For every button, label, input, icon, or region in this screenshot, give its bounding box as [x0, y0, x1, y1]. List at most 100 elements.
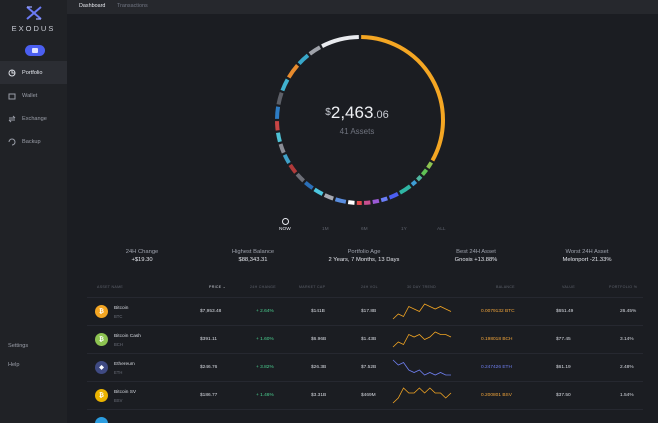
- lock-button[interactable]: [25, 45, 45, 56]
- table-row[interactable]: ₿ Bitcoin BTC $7,953.48 + 2.64% $141B $1…: [87, 297, 643, 325]
- backup-icon: [8, 138, 16, 146]
- asset-24h-vol: $1.43B: [361, 337, 377, 342]
- asset-ticker: BCH: [114, 342, 123, 347]
- stat-value: Gnosis +13.88%: [454, 257, 498, 263]
- trend-sparkline: [392, 387, 452, 404]
- portfolio-icon: [8, 69, 16, 77]
- range-indicator-icon: [282, 218, 289, 225]
- sidebar-item-settings[interactable]: Settings: [8, 343, 29, 349]
- ring-segment: [304, 180, 314, 190]
- asset-24h-change: + 1.46%: [256, 393, 274, 398]
- ring-segment: [410, 179, 418, 187]
- asset-portfolio-pct: 3.14%: [620, 337, 634, 342]
- bitcoin-cash-icon: ₿: [95, 333, 108, 346]
- sidebar-item-label: Exchange: [22, 115, 47, 122]
- sidebar-item-exchange[interactable]: Exchange: [0, 107, 67, 130]
- ring-segment: [347, 200, 355, 205]
- bitcoin-sv-icon: ₿: [95, 389, 108, 402]
- sidebar-item-label: Portfolio: [22, 69, 43, 76]
- ring-segment: [308, 45, 321, 56]
- asset-portfolio-pct: 1.54%: [620, 393, 634, 398]
- sidebar-item-help[interactable]: Help: [8, 362, 20, 368]
- asset-ticker: BTC: [114, 314, 123, 319]
- stat-label: Portfolio Age: [347, 249, 381, 255]
- total-cents: .06: [373, 109, 389, 121]
- range-now[interactable]: NOW: [279, 227, 291, 232]
- portfolio-total: $2,463.06: [286, 103, 428, 123]
- stat-label: Best 24H Asset: [456, 249, 496, 255]
- range-all[interactable]: ALL: [437, 227, 446, 232]
- wallet-icon: [8, 92, 16, 100]
- asset-price: $246.76: [200, 365, 218, 370]
- column-value[interactable]: VALUE: [562, 285, 576, 289]
- trend-sparkline: [392, 359, 451, 376]
- asset-price: $186.77: [200, 393, 218, 398]
- ring-segment: [380, 196, 388, 203]
- stat-24h-change: 24H Change +$19.30: [87, 249, 197, 263]
- stat-highest-balance: Highest Balance $88,343.31: [198, 249, 308, 263]
- ring-segment: [334, 197, 347, 204]
- column-asset-name[interactable]: ASSET NAME: [97, 285, 124, 289]
- sidebar-item-portfolio[interactable]: Portfolio: [0, 61, 67, 84]
- tab-dashboard[interactable]: Dashboard: [79, 3, 106, 9]
- logo-text: EXODUS: [11, 24, 56, 33]
- portfolio-ring-chart: [275, 35, 445, 205]
- asset-24h-change: + 1.60%: [256, 337, 274, 342]
- column-portfolio-pct[interactable]: PORTFOLIO %: [609, 285, 638, 289]
- ring-segment: [416, 175, 423, 182]
- table-row[interactable]: [87, 409, 643, 423]
- column-24h-change[interactable]: 24H CHANGE: [250, 285, 276, 289]
- currency-symbol: $: [325, 107, 331, 118]
- stat-label: 24H Change: [125, 249, 159, 255]
- ring-segment: [361, 35, 445, 162]
- asset-name: Ethereum: [114, 362, 135, 367]
- asset-balance: 0.198018 BCH: [481, 337, 513, 342]
- column-price[interactable]: PRICE ⌄: [209, 285, 227, 289]
- asset-count: 41 Assets: [339, 127, 375, 136]
- column-24h-vol[interactable]: 24H VOL: [361, 285, 378, 289]
- table-row[interactable]: ₿ Bitcoin SV BSV $186.77 + 1.46% $3.31B …: [87, 381, 643, 409]
- ring-segment: [280, 78, 290, 92]
- range-1m[interactable]: 1M: [322, 227, 329, 232]
- exodus-logo-icon: [25, 6, 42, 20]
- asset-value: $37.50: [556, 393, 571, 398]
- top-tab-bar: Dashboard Transactions: [67, 0, 658, 14]
- ring-segment: [295, 172, 305, 183]
- ring-segment: [297, 53, 310, 65]
- asset-name: Bitcoin SV: [114, 390, 137, 395]
- coin-icon: [95, 417, 108, 423]
- column-market-cap[interactable]: MARKET CAP: [299, 285, 326, 289]
- trend-sparkline: [392, 331, 452, 348]
- column-balance[interactable]: BALANCE: [496, 285, 515, 289]
- sidebar-item-wallet[interactable]: Wallet: [0, 84, 67, 107]
- total-amount: 2,463: [330, 103, 374, 122]
- sidebar-bottom: Settings Help: [8, 343, 28, 381]
- sidebar: EXODUS Portfolio Wallet Exchange Backup: [0, 0, 67, 423]
- asset-market-cap: $3.31B: [311, 393, 327, 398]
- ring-segment: [282, 153, 291, 165]
- asset-portfolio-pct: 2.48%: [620, 365, 634, 370]
- column-30-day-trend[interactable]: 30 DAY TREND: [407, 285, 436, 289]
- asset-balance: 0.247426 ETH: [481, 365, 512, 370]
- sidebar-nav: Portfolio Wallet Exchange Backup: [0, 61, 67, 153]
- asset-name: Bitcoin: [114, 306, 129, 311]
- table-row[interactable]: ◆ Ethereum ETH $246.76 + 3.82% $26.3B $7…: [87, 353, 643, 381]
- asset-24h-vol: $17.8B: [361, 309, 377, 314]
- asset-value: $77.45: [556, 337, 571, 342]
- table-row[interactable]: ₿ Bitcoin Cash BCH $391.11 + 1.60% $6.96…: [87, 325, 643, 353]
- lock-icon: [32, 48, 38, 53]
- asset-24h-vol: $7.52B: [361, 365, 377, 370]
- range-6m[interactable]: 6M: [361, 227, 368, 232]
- tab-transactions[interactable]: Transactions: [117, 3, 148, 9]
- range-1y[interactable]: 1Y: [401, 227, 407, 232]
- stat-value: $88,343.31: [238, 257, 268, 263]
- ring-segment: [275, 121, 280, 131]
- sidebar-item-backup[interactable]: Backup: [0, 130, 67, 153]
- asset-24h-change: + 3.82%: [256, 365, 274, 370]
- ring-segment: [323, 193, 334, 201]
- ring-segment: [275, 106, 281, 119]
- portfolio-ring: [271, 31, 449, 214]
- ring-segment: [372, 198, 380, 204]
- exodus-logo: EXODUS: [0, 6, 67, 33]
- trend-sparkline: [392, 303, 452, 320]
